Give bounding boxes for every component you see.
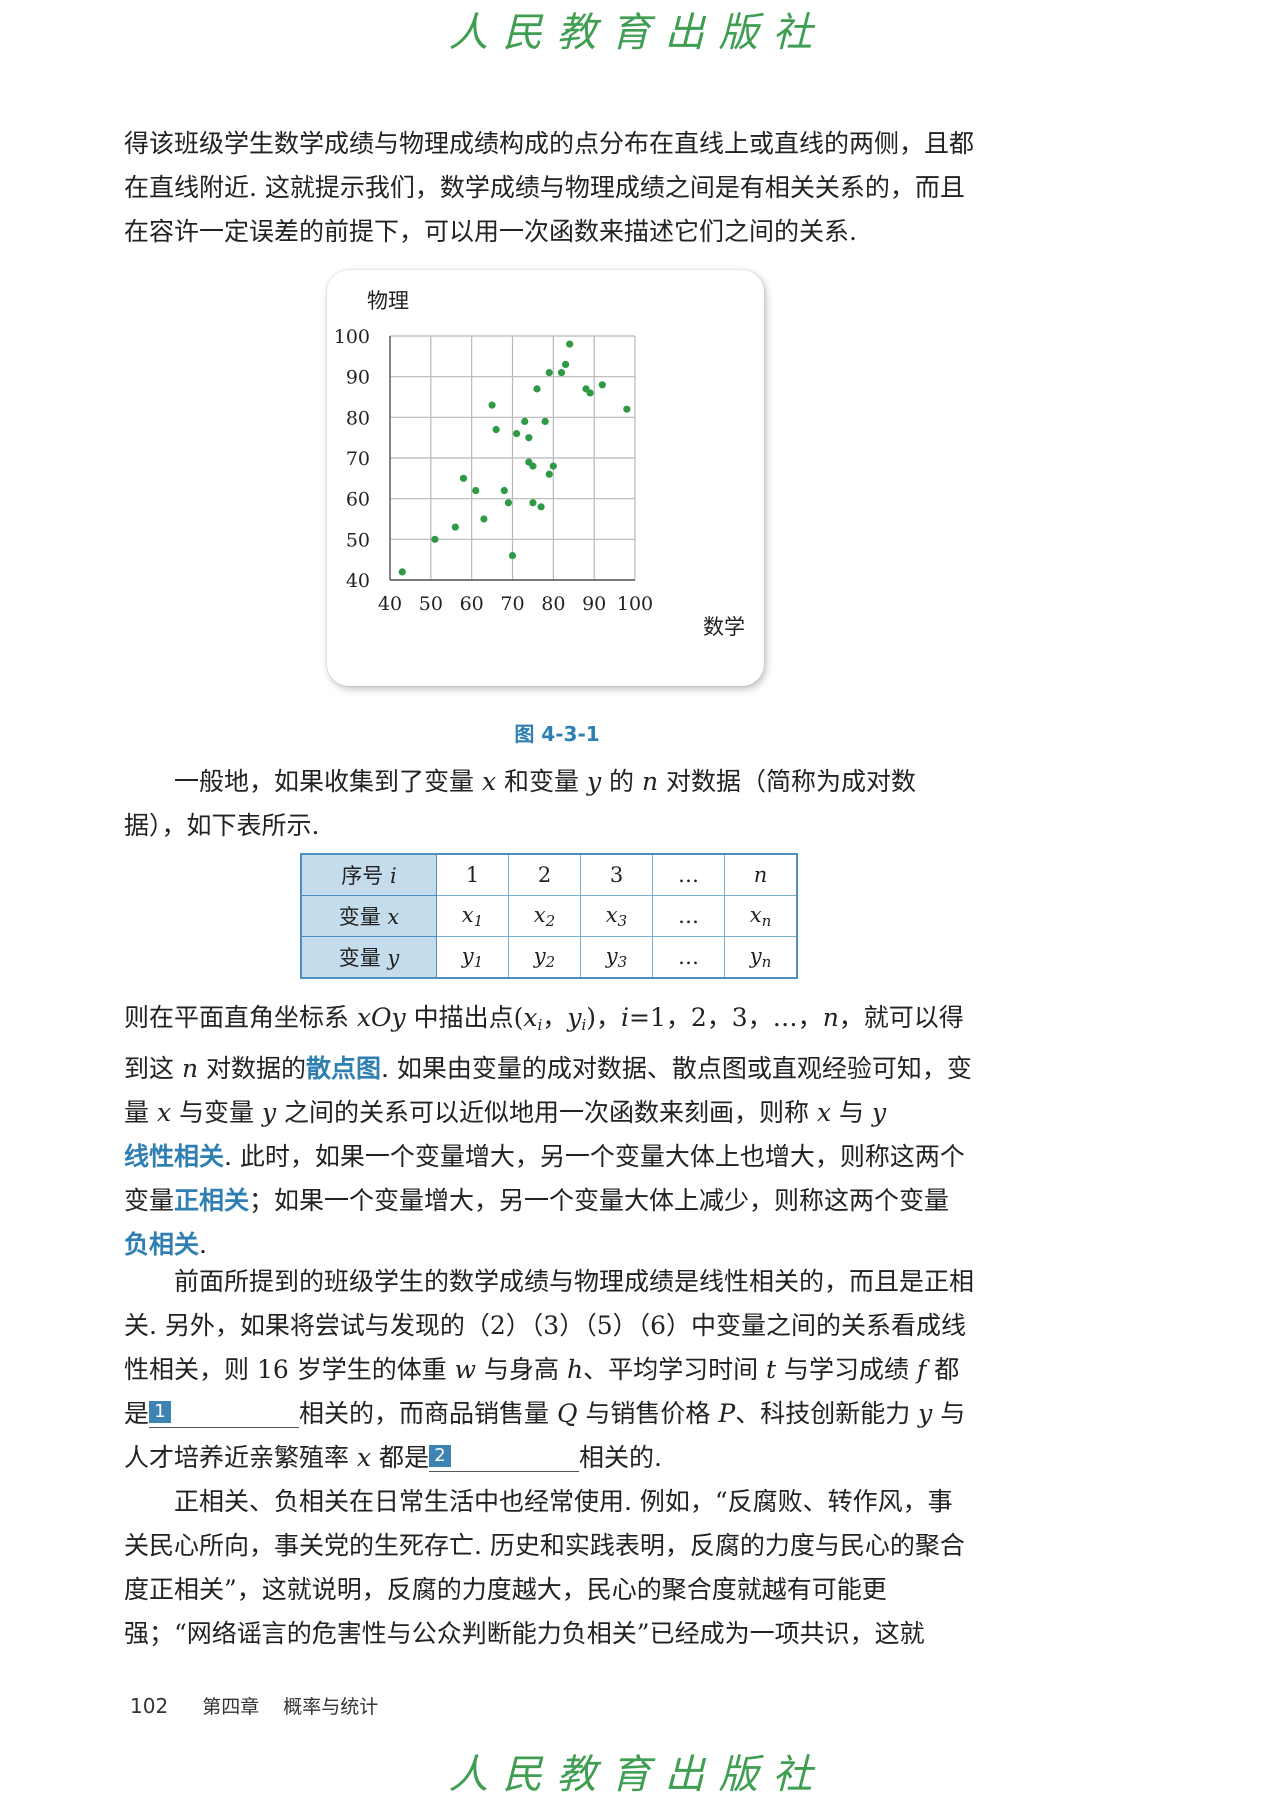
- scatter-point: [549, 462, 557, 470]
- fill-blank-2[interactable]: 2: [429, 1443, 580, 1472]
- scatter-point: [545, 470, 553, 478]
- scatter-point: [504, 499, 513, 507]
- page-footer: 102 第四章 概率与统计: [130, 1692, 378, 1719]
- scatter-point: [472, 486, 480, 495]
- paragraph-2: 一般地，如果收集到了变量 x 和变量 y 的 n 对数据（简称为成对数据），如下…: [124, 767, 917, 840]
- scatter-point: [529, 462, 537, 470]
- paragraph-4: 前面所提到的班级学生的数学成绩与物理成绩是线性相关的，而且是正相关. 另外，如果…: [124, 1267, 975, 1472]
- scatter-point: [541, 417, 549, 425]
- table-cell: y1: [436, 936, 509, 979]
- fill-blank-1[interactable]: 1: [149, 1399, 300, 1428]
- table-cell: n: [724, 853, 798, 896]
- table-cell: x2: [508, 895, 581, 937]
- table-cell: 1: [436, 853, 509, 896]
- scatter-point: [512, 430, 521, 438]
- table-header-y: 变量 y: [300, 936, 437, 979]
- table-cell: …: [652, 895, 725, 937]
- x-tick-label: 80: [541, 593, 565, 615]
- table-cell: x1: [436, 895, 509, 937]
- table-cell: x3: [580, 895, 653, 937]
- table-cell: y3: [580, 936, 653, 979]
- x-tick-label: 40: [378, 593, 402, 615]
- scatter-point: [480, 515, 488, 523]
- table-cell: yn: [724, 936, 798, 979]
- scatter-point: [623, 405, 631, 413]
- scatter-point: [537, 503, 545, 511]
- y-tick-label: 40: [346, 570, 370, 592]
- table-cell: …: [652, 936, 725, 979]
- scatter-point: [521, 417, 529, 425]
- y-tick-label: 90: [346, 367, 370, 389]
- term-scatter-plot: 散点图: [306, 1054, 382, 1083]
- x-tick-label: 60: [460, 593, 484, 615]
- term-positive-correlation: 正相关: [174, 1186, 250, 1215]
- scatter-point: [459, 474, 468, 482]
- publisher-watermark-top: 人民教育出版社: [448, 10, 827, 56]
- y-tick-label: 100: [334, 326, 370, 348]
- x-axis-label: 数学: [703, 615, 745, 639]
- table-header-index: 序号 i: [300, 853, 437, 896]
- table-row-y: 变量 y y1 y2 y3 … yn: [300, 936, 798, 979]
- scatter-point: [500, 486, 508, 495]
- scatter-point: [508, 552, 517, 560]
- table-cell: xn: [724, 895, 798, 937]
- table-row-index: 序号 i 1 2 3 … n: [300, 853, 798, 896]
- paragraph-1: 得该班级学生数学成绩与物理成绩构成的点分布在直线上或直线的两侧，且都在直线附近.…: [124, 129, 975, 246]
- scatter-point: [451, 523, 459, 531]
- scatter-point: [557, 369, 566, 377]
- chapter-number: 第四章: [202, 1696, 260, 1718]
- x-tick-label: 50: [419, 593, 443, 615]
- page-number: 102: [130, 1694, 169, 1718]
- y-tick-label: 50: [346, 529, 370, 551]
- scatter-point: [566, 340, 574, 348]
- scatter-point: [525, 434, 533, 442]
- table-cell: 2: [508, 853, 581, 896]
- blank-number-2: 2: [429, 1445, 452, 1467]
- table-cell: 3: [580, 853, 653, 896]
- table-cell: …: [652, 853, 725, 896]
- table-cell: y2: [508, 936, 581, 979]
- figure-caption: 图 4-3-1: [514, 722, 600, 746]
- paired-data-table: 序号 i 1 2 3 … n 变量 x x1 x2 x3 … xn 变量 y y…: [300, 853, 798, 979]
- scatter-point: [398, 568, 406, 576]
- scatter-chart-card: 40 50 60 70 80 90 100 40 50 60 70 80 90 100 物理 数学: [327, 270, 764, 686]
- scatter-point: [488, 401, 496, 409]
- y-tick-label: 80: [346, 407, 370, 429]
- scatter-point: [492, 425, 500, 434]
- scatter-point: [545, 369, 553, 377]
- x-tick-label: 100: [617, 593, 653, 615]
- scatter-point: [598, 381, 606, 389]
- y-tick-label: 60: [346, 489, 370, 511]
- x-tick-label: 70: [500, 593, 524, 615]
- blank-number-1: 1: [149, 1401, 172, 1423]
- scatter-point: [533, 385, 541, 393]
- paragraph-5: 正相关、负相关在日常生活中也经常使用. 例如，“反腐败、转作风，事关民心所向，事…: [124, 1487, 965, 1648]
- chapter-title: 概率与统计: [283, 1696, 379, 1718]
- x-tick-label: 90: [582, 593, 606, 615]
- y-axis-label: 物理: [367, 289, 409, 313]
- scatter-point: [431, 535, 439, 543]
- term-negative-correlation: 负相关: [124, 1230, 200, 1259]
- publisher-watermark-bottom: 人民教育出版社: [448, 1752, 827, 1798]
- table-header-x: 变量 x: [300, 895, 437, 937]
- scatter-plot: 40 50 60 70 80 90 100 40 50 60 70 80 90 100 物理 数学: [334, 289, 745, 639]
- scatter-point: [586, 389, 594, 397]
- scatter-point: [561, 360, 570, 369]
- y-tick-label: 70: [346, 448, 370, 470]
- scatter-point: [529, 499, 537, 507]
- table-row-x: 变量 x x1 x2 x3 … xn: [300, 895, 798, 937]
- paragraph-3: 则在平面直角坐标系 xOy 中描出点(xi，yi)，i=1，2，3，…，n，就可…: [124, 1003, 972, 1259]
- term-linear-correlation: 线性相关: [124, 1142, 225, 1171]
